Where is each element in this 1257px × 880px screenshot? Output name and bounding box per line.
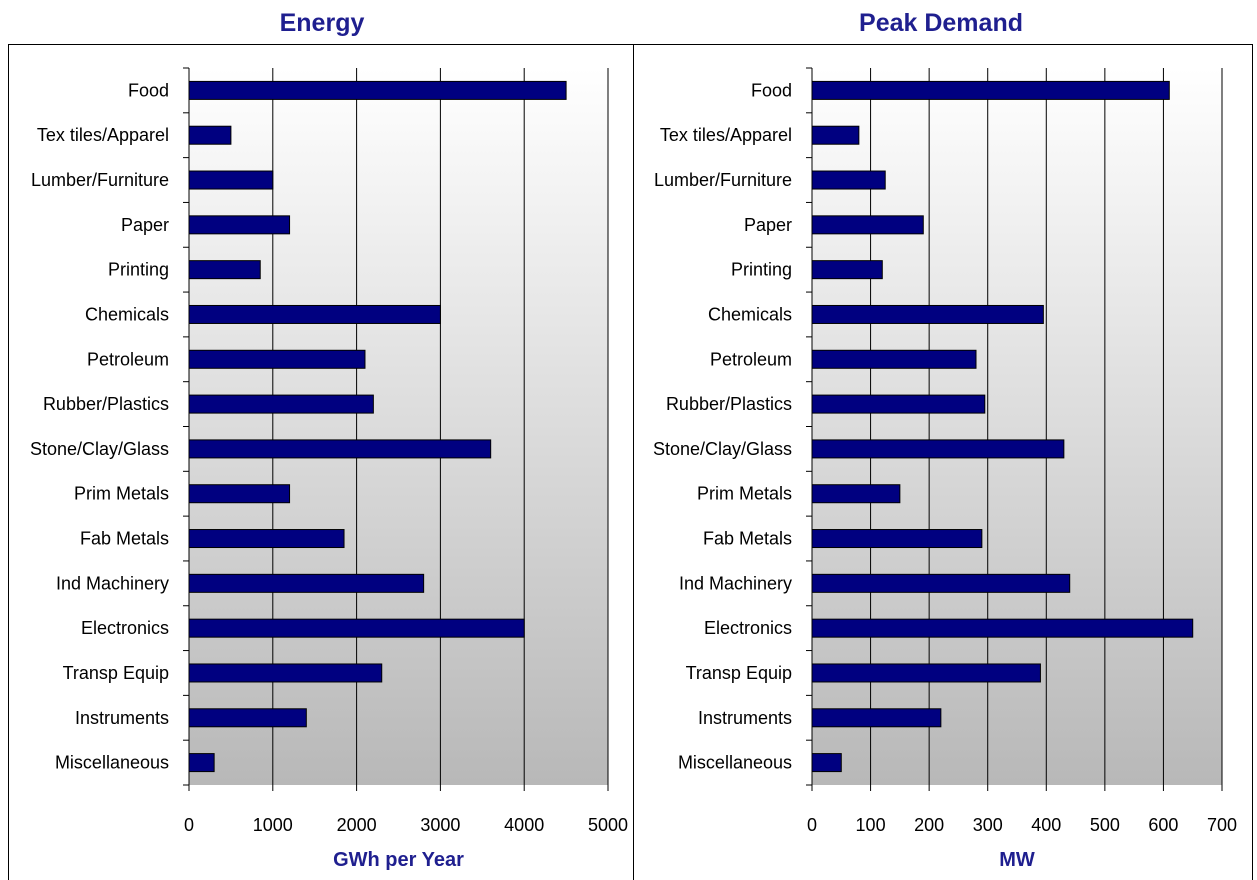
bar <box>811 215 924 235</box>
x-tick-label: 3000 <box>420 815 460 835</box>
bar <box>188 529 345 549</box>
bar <box>811 349 977 369</box>
x-tick-label: 500 <box>1090 815 1120 835</box>
x-tick-label: 1000 <box>253 815 293 835</box>
category-label: Instruments <box>698 708 792 728</box>
category-label: Ind Machinery <box>679 573 792 593</box>
x-tick-label: 5000 <box>588 815 628 835</box>
category-label: Lumber/Furniture <box>31 170 169 190</box>
category-label: Petroleum <box>87 349 169 369</box>
category-label: Tex tiles/Apparel <box>37 125 169 145</box>
category-label: Instruments <box>75 708 169 728</box>
bar <box>188 618 525 638</box>
bar <box>811 260 883 280</box>
bar <box>811 708 942 728</box>
bar <box>811 618 1194 638</box>
category-label: Stone/Clay/Glass <box>30 439 169 459</box>
bar <box>188 394 374 414</box>
category-label: Electronics <box>81 618 169 638</box>
bar <box>188 260 261 280</box>
chart-title-peak-demand: Peak Demand <box>859 9 1023 37</box>
category-label: Stone/Clay/Glass <box>653 439 792 459</box>
bar <box>188 484 291 504</box>
chart-title-energy: Energy <box>279 9 365 37</box>
category-label: Lumber/Furniture <box>654 170 792 190</box>
category-label: Rubber/Plastics <box>43 394 169 414</box>
category-label: Tex tiles/Apparel <box>660 125 792 145</box>
category-label: Prim Metals <box>74 484 169 504</box>
bar <box>188 753 215 773</box>
bar <box>188 708 307 728</box>
chart-peak-demand: 0 100 200 300 400 500 600 700 Food Tex tiles/Appa… <box>653 67 1237 871</box>
x-axis-title: MW <box>999 849 1035 871</box>
category-label: Food <box>751 80 792 100</box>
bar <box>811 484 901 504</box>
category-label: Ind Machinery <box>56 573 169 593</box>
x-tick-label: 300 <box>973 815 1003 835</box>
category-label: Paper <box>121 215 169 235</box>
category-label: Miscellaneous <box>55 753 169 773</box>
bar <box>188 304 441 324</box>
x-tick-label: 0 <box>184 815 194 835</box>
category-label: Printing <box>108 260 169 280</box>
x-tick-label: 600 <box>1148 815 1178 835</box>
x-tick-label: 0 <box>807 815 817 835</box>
category-label: Petroleum <box>710 349 792 369</box>
category-label: Rubber/Plastics <box>666 394 792 414</box>
bar <box>188 80 567 100</box>
x-tick-label: 700 <box>1207 815 1237 835</box>
category-label: Electronics <box>704 618 792 638</box>
x-tick-label: 400 <box>1031 815 1061 835</box>
bar <box>811 439 1065 459</box>
x-tick-label: 2000 <box>337 815 377 835</box>
bar <box>188 125 232 145</box>
x-tick-label: 200 <box>914 815 944 835</box>
bar <box>188 663 383 683</box>
bar <box>811 304 1044 324</box>
category-label: Transp Equip <box>63 663 169 683</box>
bar <box>811 394 986 414</box>
bar <box>811 663 1041 683</box>
chart-energy: 0 1000 2000 3000 4000 5000 Food Tex tiles/Appar… <box>30 67 628 871</box>
x-tick-label: 4000 <box>504 815 544 835</box>
category-label: Fab Metals <box>703 529 792 549</box>
bar <box>811 573 1071 593</box>
bar <box>188 215 291 235</box>
category-label: Prim Metals <box>697 484 792 504</box>
category-label: Transp Equip <box>686 663 792 683</box>
bar <box>811 753 842 773</box>
x-tick-label: 100 <box>856 815 886 835</box>
category-label: Printing <box>731 260 792 280</box>
bar <box>188 170 274 190</box>
category-label: Fab Metals <box>80 529 169 549</box>
bar <box>188 573 425 593</box>
category-label: Chemicals <box>708 304 792 324</box>
category-label: Chemicals <box>85 304 169 324</box>
category-label: Food <box>128 80 169 100</box>
bar <box>188 349 366 369</box>
bar <box>811 125 860 145</box>
bar <box>811 80 1170 100</box>
bar <box>811 529 983 549</box>
category-label: Miscellaneous <box>678 753 792 773</box>
category-label: Paper <box>744 215 792 235</box>
bar <box>811 170 886 190</box>
bar <box>188 439 492 459</box>
x-axis-title: GWh per Year <box>333 849 464 871</box>
